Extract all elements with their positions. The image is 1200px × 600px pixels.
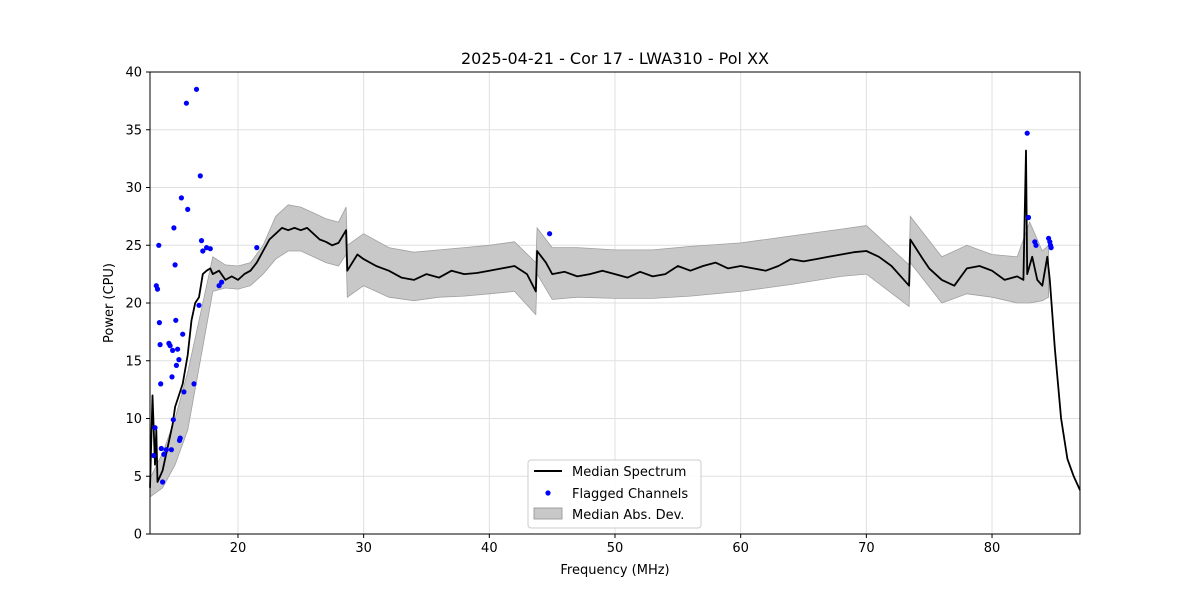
flagged-channel-point xyxy=(173,317,179,323)
median-spectrum-line xyxy=(149,149,1081,491)
flagged-channel-point xyxy=(1033,242,1039,248)
legend-box xyxy=(527,459,702,529)
flagged-channel-point xyxy=(196,302,202,308)
flagged-channel-point xyxy=(193,86,200,92)
flagged-channel-point xyxy=(1025,214,1032,221)
chart-title: 2025-04-21 - Cor 17 - LWA310 - Pol XX xyxy=(461,49,769,68)
flagged-channel-point xyxy=(180,331,186,337)
x-tick-label: 60 xyxy=(732,541,749,556)
flagged-channel-point xyxy=(157,342,163,348)
x-tick-label: 80 xyxy=(984,541,1001,556)
legend-flagged-swatch xyxy=(545,490,551,496)
flagged-channel-point xyxy=(547,231,553,237)
x-axis-label: Frequency (MHz) xyxy=(560,563,669,578)
y-tick-label: 30 xyxy=(125,181,142,196)
flagged-channel-point xyxy=(181,389,187,395)
flagged-channel-point xyxy=(219,279,225,285)
flagged-channel-point xyxy=(207,246,213,252)
flagged-channel-point xyxy=(169,374,175,380)
x-axis-ticks: 20 30 40 50 60 70 80 xyxy=(230,534,1001,556)
y-tick-label: 25 xyxy=(125,239,142,254)
y-tick-label: 5 xyxy=(134,470,142,485)
y-tick-label: 20 xyxy=(125,297,142,312)
flagged-channel-point xyxy=(160,479,166,485)
y-axis-label: Power (CPU) xyxy=(102,263,117,343)
x-tick-label: 40 xyxy=(481,541,498,556)
flagged-channel-point xyxy=(156,320,162,326)
y-tick-label: 35 xyxy=(125,123,142,138)
flagged-channel-point xyxy=(198,238,205,244)
y-axis-ticks: 0 5 10 15 20 25 30 35 40 xyxy=(125,66,150,543)
flagged-channel-point xyxy=(177,435,183,441)
flagged-channel-point xyxy=(167,343,173,349)
flagged-channels-group xyxy=(151,86,1054,485)
y-tick-label: 0 xyxy=(134,528,142,543)
flagged-channel-point xyxy=(254,245,260,251)
legend-median-label: Median Spectrum xyxy=(572,465,686,480)
flagged-channel-point xyxy=(152,425,158,431)
flagged-channel-point xyxy=(1024,130,1030,136)
flagged-channel-point xyxy=(171,225,177,231)
x-tick-label: 30 xyxy=(355,541,372,556)
x-tick-label: 50 xyxy=(607,541,624,556)
flagged-channel-point xyxy=(200,248,206,254)
flagged-channel-point xyxy=(176,357,182,363)
flagged-channel-point xyxy=(183,100,189,106)
flagged-channel-point xyxy=(1048,245,1054,251)
flagged-channel-point xyxy=(168,447,174,453)
y-tick-label: 40 xyxy=(125,66,142,81)
median-spectrum-group xyxy=(149,149,1081,491)
y-tick-label: 15 xyxy=(125,354,142,369)
flagged-channel-point xyxy=(156,242,162,248)
flagged-channel-point xyxy=(158,445,164,452)
flagged-channel-point xyxy=(173,362,179,368)
flagged-channel-point xyxy=(154,286,161,292)
flagged-channel-point xyxy=(161,451,167,457)
flagged-channel-point xyxy=(170,417,176,423)
legend-mad-swatch xyxy=(533,507,563,520)
flagged-channel-point xyxy=(163,447,169,453)
flagged-channel-point xyxy=(191,381,197,387)
legend: Median Spectrum Flagged Channels Median … xyxy=(527,459,702,529)
flagged-channel-point xyxy=(170,347,176,353)
flagged-channel-point xyxy=(175,346,181,352)
legend-flagged-label: Flagged Channels xyxy=(572,487,688,502)
flagged-channel-point xyxy=(197,173,203,179)
y-tick-label: 10 xyxy=(125,412,142,427)
legend-mad-label: Median Abs. Dev. xyxy=(572,508,684,523)
x-tick-label: 70 xyxy=(858,541,875,556)
mad-band xyxy=(149,204,1049,498)
flagged-channel-point xyxy=(178,195,184,201)
flagged-channel-point xyxy=(151,452,157,459)
mad-band-group xyxy=(149,204,1049,498)
flagged-channel-point xyxy=(158,381,164,387)
flagged-channel-point xyxy=(185,206,191,212)
flagged-channel-point xyxy=(172,262,178,268)
x-tick-label: 20 xyxy=(230,541,247,556)
